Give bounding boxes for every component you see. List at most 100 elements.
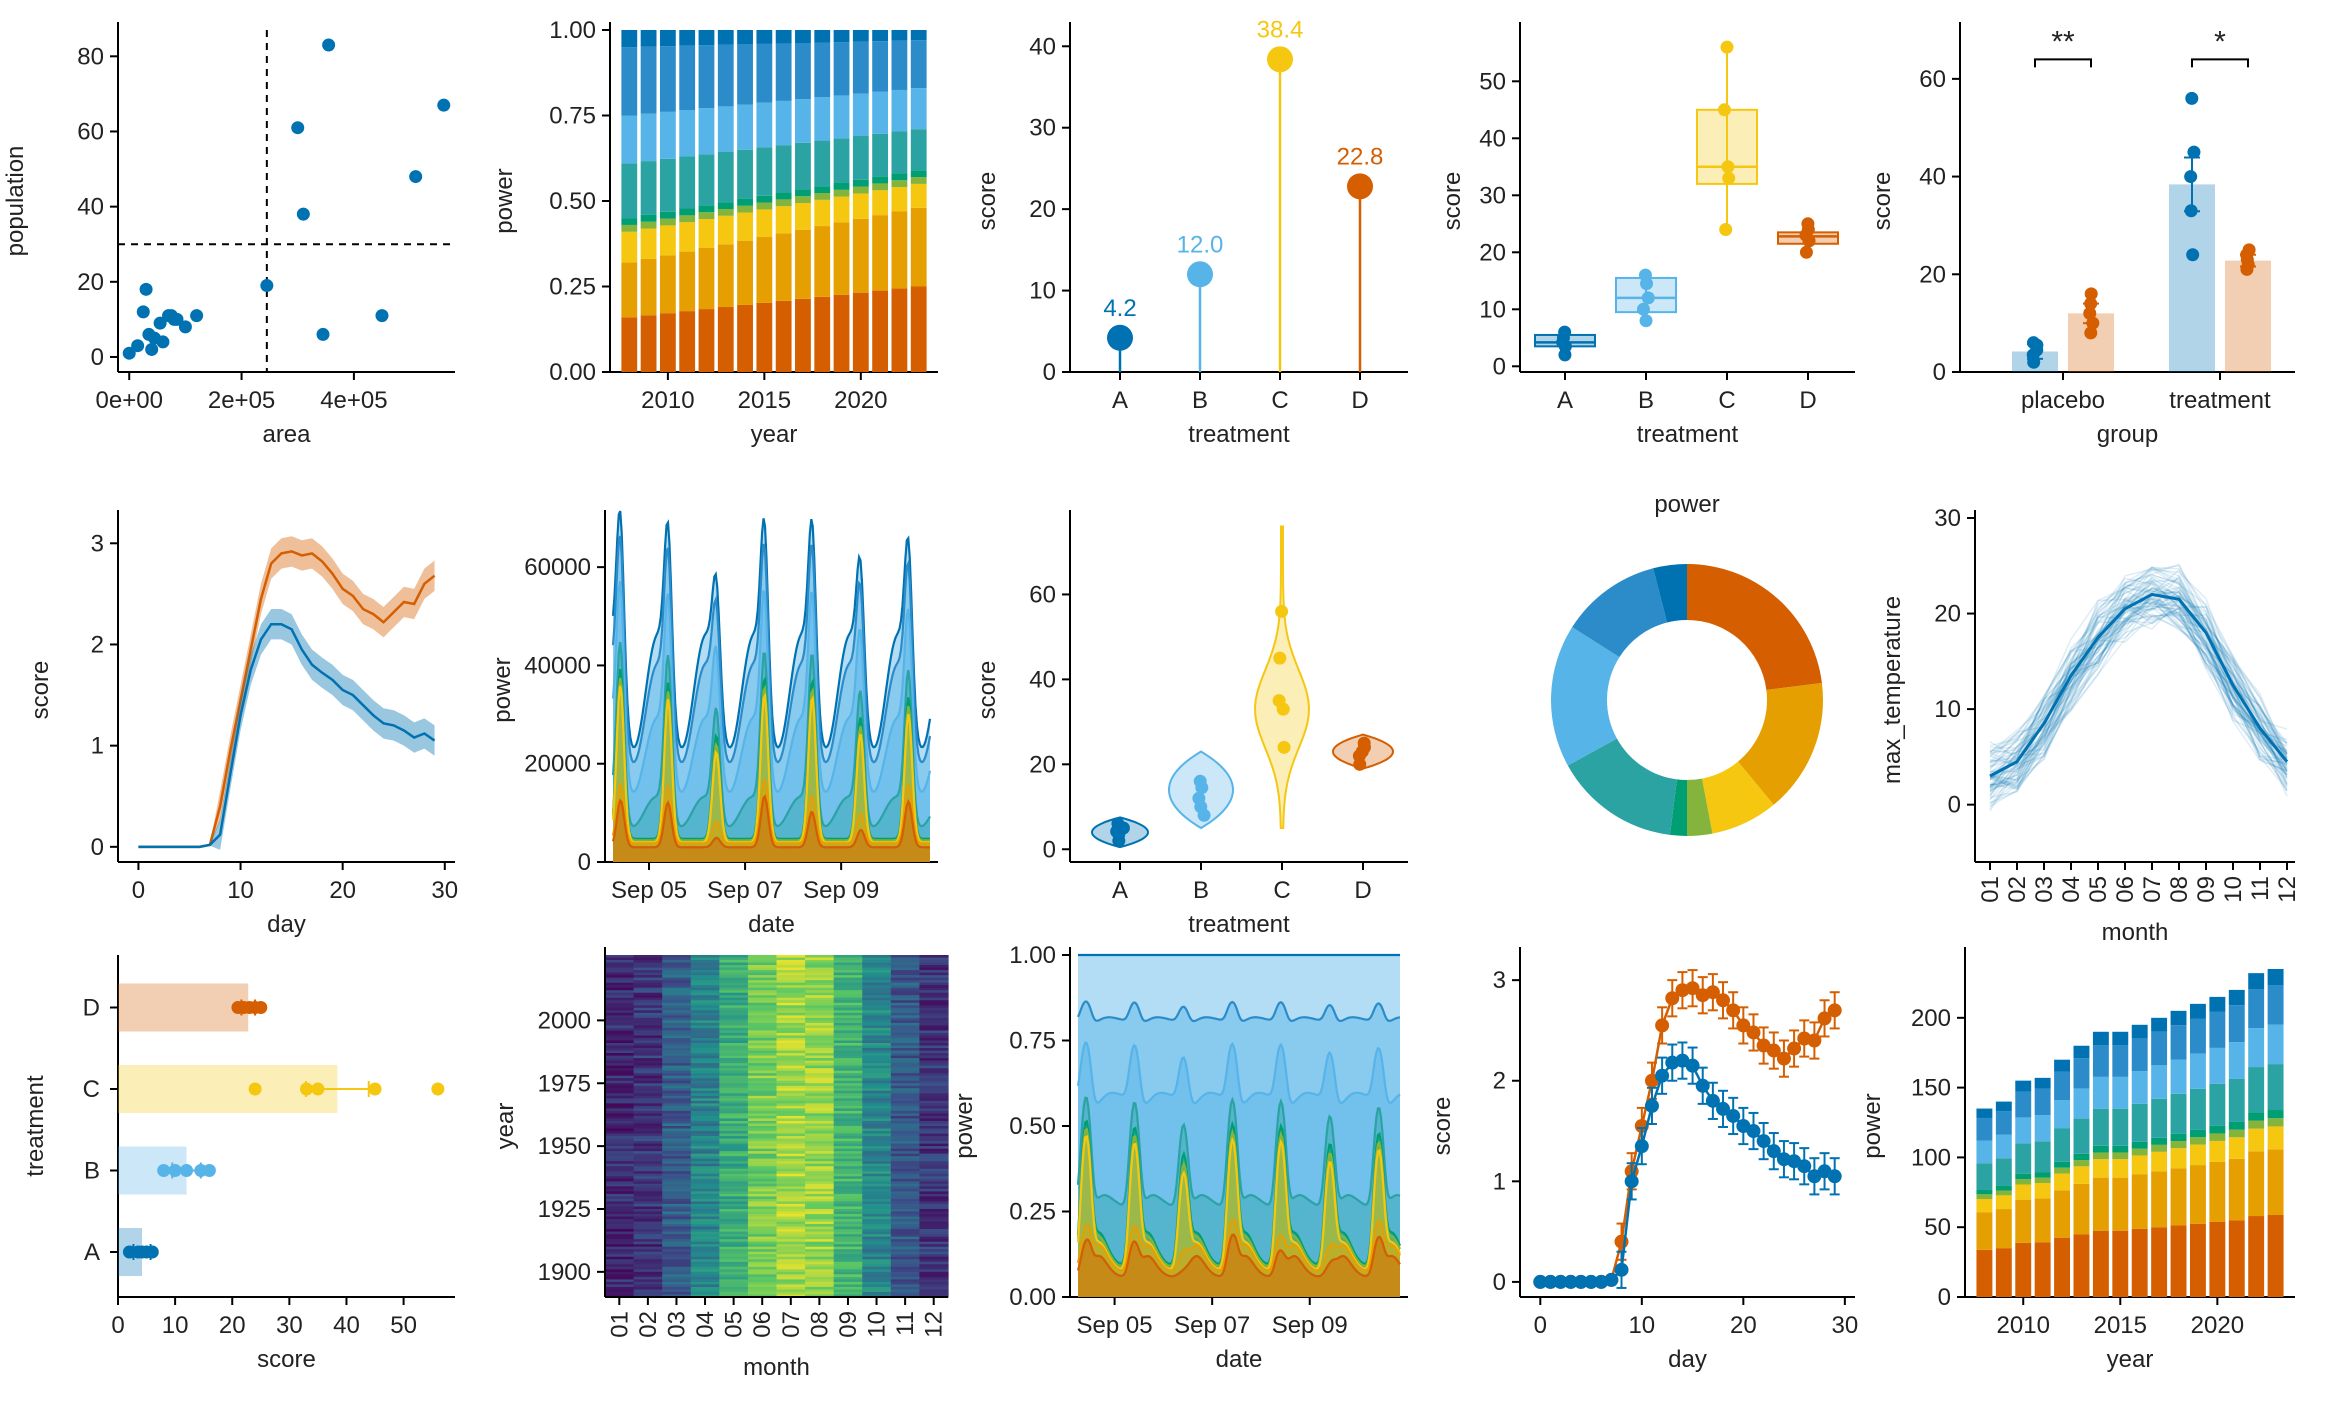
heatmap-cell (833, 1148, 863, 1152)
heatmap-cell (747, 1224, 778, 1228)
data-point (1644, 1098, 1659, 1113)
heatmap-cell (747, 1146, 778, 1150)
heatmap-cell (890, 1208, 921, 1213)
heatmap-cell (833, 1138, 863, 1142)
heatmap-cell (747, 1201, 778, 1205)
value-label: 22.8 (1337, 143, 1384, 170)
x-tick-label: 11 (2247, 876, 2274, 901)
heatmap-cell (919, 1138, 949, 1142)
heatmap-cell (633, 1032, 663, 1037)
heatmap-cell (776, 1201, 806, 1205)
heatmap-cell (776, 1088, 806, 1092)
heatmap-cell (833, 1070, 863, 1074)
heatmap-cell (719, 1025, 749, 1029)
heatmap-cell (747, 1000, 778, 1004)
heatmap-cell (633, 1083, 663, 1087)
heatmap-cell (605, 992, 635, 996)
y-tick-label: 20 (1934, 601, 1961, 628)
data-point (156, 335, 170, 349)
heatmap-cell (719, 987, 749, 991)
heatmap-cell (805, 1163, 835, 1167)
heatmap-cell (862, 1178, 892, 1182)
heatmap-cell (833, 1068, 863, 1072)
heatmap-cell (862, 1110, 892, 1115)
heatmap-cell (833, 1017, 863, 1021)
heatmap-cell (690, 1143, 720, 1147)
heatmap-cell (690, 1208, 720, 1213)
heatmap-cell (919, 1183, 949, 1187)
bar-segment (679, 222, 696, 252)
heatmap-cell (776, 1249, 806, 1253)
heatmap-cell (890, 1103, 921, 1107)
heatmap-cell (833, 1289, 863, 1293)
year-line (1989, 589, 2288, 768)
heatmap-cell (890, 1120, 921, 1125)
heatmap-cell (719, 1085, 749, 1089)
heatmap-cell (605, 1186, 635, 1190)
data-point (145, 1245, 159, 1259)
heatmap-cell (776, 1181, 806, 1185)
heatmap-cell (919, 1173, 949, 1177)
heatmap-cell (890, 1070, 921, 1074)
bar-segment (775, 30, 792, 44)
heatmap-cell (890, 1224, 921, 1228)
heatmap-cell (890, 1048, 921, 1052)
heatmap-cell (805, 1178, 835, 1182)
heatmap-cell (890, 1108, 921, 1112)
heatmap-cell (719, 1244, 749, 1248)
heatmap-cell (719, 1171, 749, 1175)
heatmap-cell (690, 1138, 720, 1142)
heatmap-cell (662, 1259, 692, 1263)
heatmap-cell (776, 1176, 806, 1180)
heatmap-cell (719, 995, 749, 999)
heatmap-cell (662, 1284, 692, 1288)
data-point (139, 282, 153, 296)
heatmap-cell (662, 1078, 692, 1082)
heatmap-cell (890, 1146, 921, 1150)
bar-segment (1995, 1185, 2012, 1191)
heatmap-cell (747, 1141, 778, 1145)
heatmap-cell (833, 1193, 863, 1198)
heatmap-cell (690, 1241, 720, 1245)
heatmap-cell (776, 1151, 806, 1155)
heatmap-cell (747, 1244, 778, 1248)
heatmap-cell (919, 1269, 949, 1273)
heatmap-cell (805, 965, 835, 969)
heatmap-cell (690, 1191, 720, 1195)
heatmap-cell (690, 1027, 720, 1032)
bar-segment (2189, 1053, 2206, 1089)
heatmap-cell (633, 1234, 663, 1238)
heatmap-cell (747, 1118, 778, 1122)
heatmap-cell (747, 1156, 778, 1160)
heatmap-cell (833, 1048, 863, 1052)
data-point (2083, 306, 2097, 320)
heatmap-cell (633, 990, 663, 994)
data-point (1705, 985, 1720, 1000)
heatmap-cell (862, 1239, 892, 1243)
bar-segment (2170, 1225, 2187, 1297)
heatmap-cell (633, 1010, 663, 1014)
heatmap-cell (805, 1216, 835, 1220)
heatmap-cell (833, 1095, 863, 1099)
heatmap-cell (862, 1171, 892, 1175)
y-tick-label: 100 (1911, 1144, 1951, 1171)
bar-segment (814, 296, 831, 372)
bar-segment (1976, 1140, 1993, 1164)
y-tick-label: 0.25 (1009, 1199, 1056, 1226)
heatmap-cell (862, 1176, 892, 1180)
bar-segment (2073, 1058, 2090, 1089)
heatmap-cell (605, 965, 635, 969)
bar-segment (756, 237, 773, 303)
heatmap-cell (747, 1113, 778, 1117)
heatmap-cell (805, 1105, 835, 1109)
heatmap-cell (862, 1284, 892, 1288)
heatmap-cell (890, 1291, 921, 1296)
heatmap-cell (605, 1073, 635, 1077)
data-point (322, 38, 336, 52)
data-point (1655, 1068, 1670, 1083)
heatmap-cell (690, 1015, 720, 1019)
heatmap-cell (633, 1065, 663, 1069)
heatmap-cell (633, 1158, 663, 1162)
heatmap-cell (719, 1229, 749, 1233)
